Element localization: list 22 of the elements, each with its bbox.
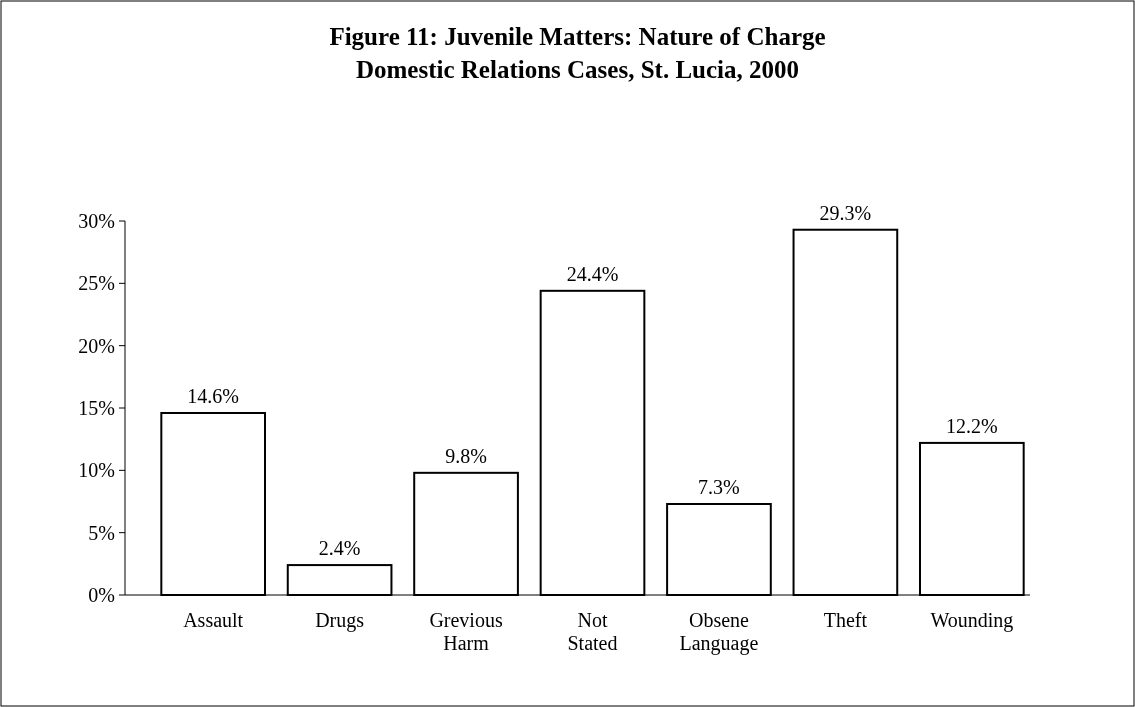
x-tick-label: Not Stated — [567, 609, 618, 654]
data-label: 2.4% — [318, 537, 361, 560]
data-label: 14.6% — [187, 384, 239, 407]
x-tick-label: Theft — [823, 609, 868, 631]
y-tick-label: 10% — [78, 459, 115, 482]
chart-title: Figure 11: Juvenile Matters: Nature of Charge Domestic Relations Cases, St. Lucia, 2000 — [329, 23, 826, 83]
x-tick-label: Assault — [183, 609, 244, 631]
data-label: 12.2% — [946, 414, 998, 437]
x-tick-label: Obsene Language — [679, 609, 759, 655]
x-tick-label: Drugs — [315, 609, 365, 632]
x-tick-label: Grevious Harm — [429, 609, 503, 654]
y-tick-label: 30% — [78, 210, 115, 232]
y-tick-label: 5% — [88, 521, 115, 544]
y-tick-label: 0% — [88, 584, 115, 606]
data-label: 9.8% — [445, 444, 487, 467]
data-label: 7.3% — [698, 475, 740, 498]
data-label: 29.3% — [819, 201, 872, 224]
y-tick-label: 20% — [78, 334, 115, 357]
x-tick-label: Wounding — [930, 609, 1014, 632]
y-tick-label: 25% — [78, 272, 115, 295]
data-label: 24.4% — [566, 262, 619, 285]
y-tick-label: 15% — [78, 397, 115, 419]
